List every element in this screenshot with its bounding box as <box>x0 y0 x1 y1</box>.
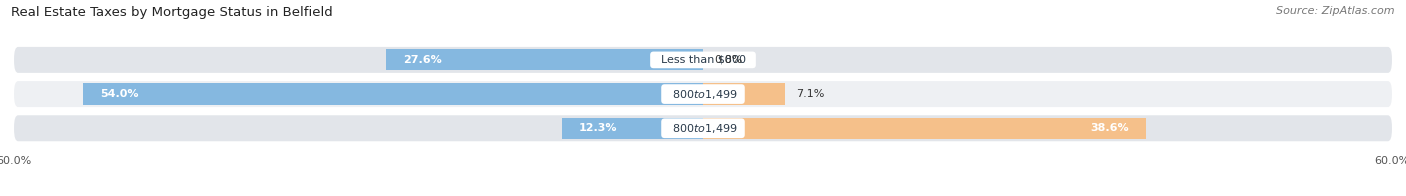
Text: Less than $800: Less than $800 <box>654 55 752 65</box>
Text: 38.6%: 38.6% <box>1091 123 1129 133</box>
FancyBboxPatch shape <box>14 47 1392 73</box>
FancyBboxPatch shape <box>14 81 1392 107</box>
Text: 27.6%: 27.6% <box>404 55 441 65</box>
Bar <box>387 49 703 71</box>
FancyBboxPatch shape <box>14 115 1392 141</box>
Bar <box>703 118 1146 139</box>
Bar <box>562 118 703 139</box>
Text: Source: ZipAtlas.com: Source: ZipAtlas.com <box>1277 6 1395 16</box>
Text: 0.0%: 0.0% <box>714 55 742 65</box>
Text: $800 to $1,499: $800 to $1,499 <box>665 122 741 135</box>
Bar <box>83 83 703 105</box>
Text: 12.3%: 12.3% <box>579 123 617 133</box>
Bar <box>703 83 785 105</box>
Text: 7.1%: 7.1% <box>796 89 824 99</box>
Text: Real Estate Taxes by Mortgage Status in Belfield: Real Estate Taxes by Mortgage Status in … <box>11 6 333 19</box>
Text: $800 to $1,499: $800 to $1,499 <box>665 88 741 101</box>
Text: 54.0%: 54.0% <box>100 89 139 99</box>
